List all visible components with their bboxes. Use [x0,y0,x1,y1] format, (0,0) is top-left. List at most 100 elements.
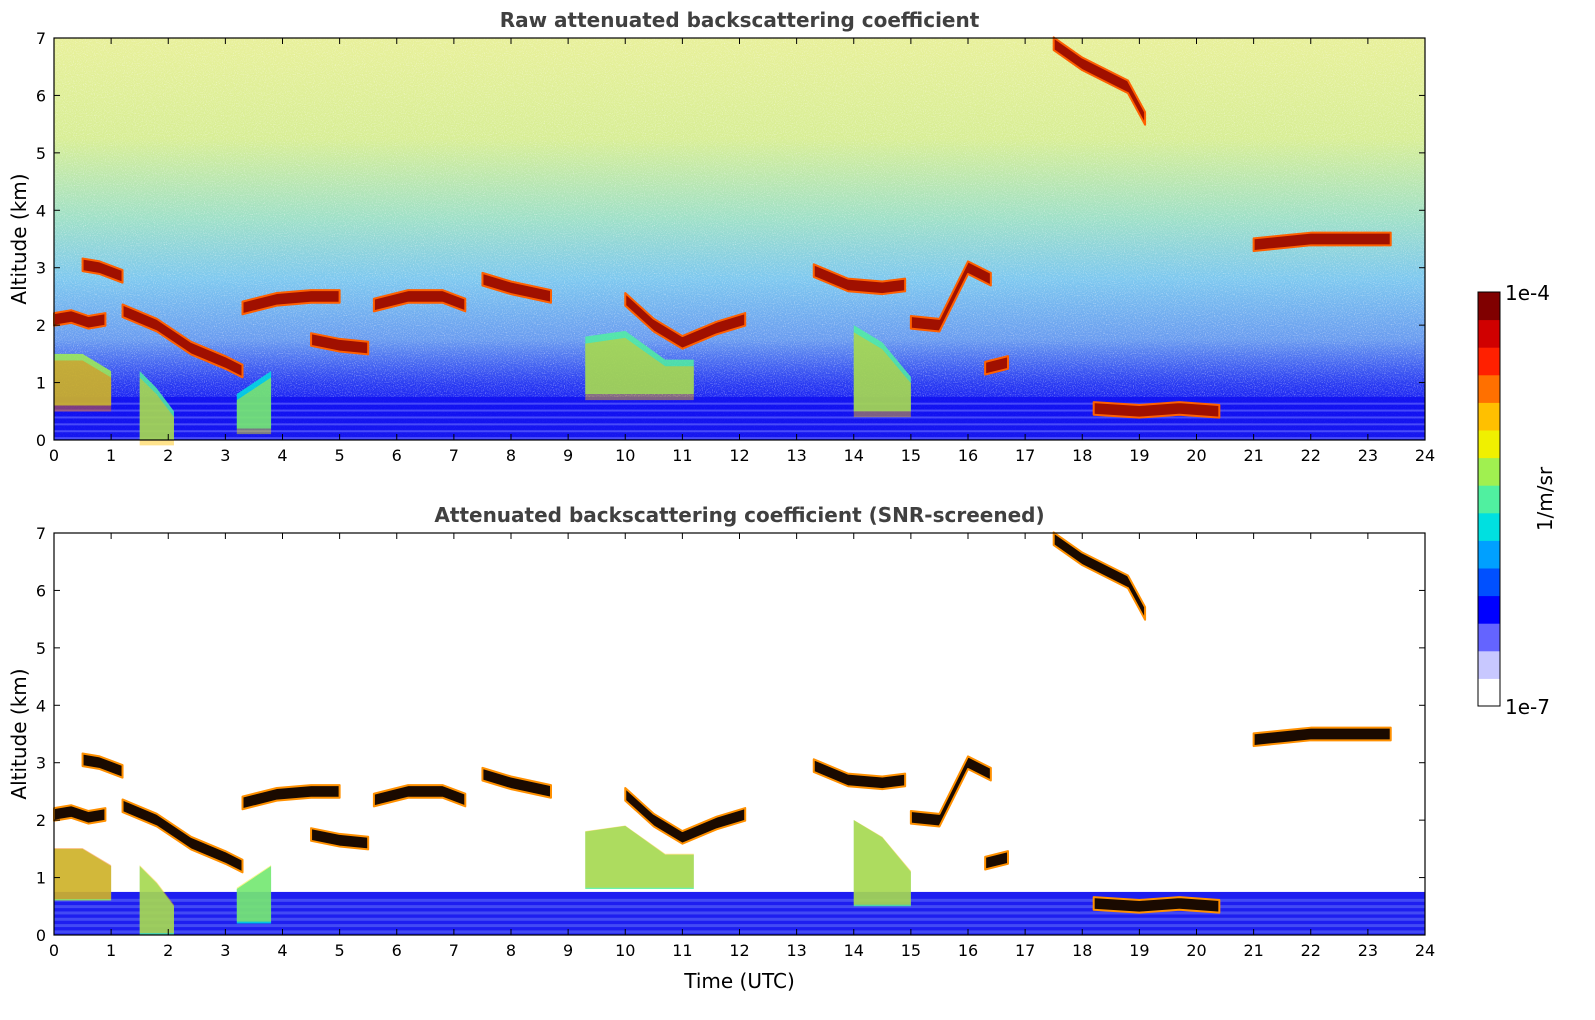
x-tick-label: 22 [1301,941,1321,960]
cloud-layer-3 [121,303,244,379]
x-tick-label: 16 [958,446,978,465]
x-tick-label: 8 [506,941,516,960]
x-tick-label: 7 [449,446,459,465]
aerosol-plume-1-core [54,848,112,900]
screened-field [54,533,1425,935]
cloud-layer-11 [984,355,1009,376]
x-tick-label: 1 [106,941,116,960]
cloud-layer-4 [241,289,341,316]
colorbar-step [1478,540,1500,569]
colorbar-step [1478,402,1500,431]
cloud-layer-9 [812,758,907,791]
aerosol-plume-1-core [54,360,112,412]
cloud-layer-3 [121,798,244,874]
x-tick-label: 11 [672,941,692,960]
y-tick-label: 0 [36,926,46,945]
colorbar-scale [1477,291,1501,707]
y-tick-label: 2 [36,811,46,830]
x-tick-label: 18 [1072,941,1092,960]
colorbar-min-label: 1e-7 [1505,695,1550,719]
aerosol-plume-1 [54,848,112,901]
x-tick-label: 13 [786,941,806,960]
x-tick-label: 24 [1415,941,1435,960]
aerosol-plume-1 [54,353,112,406]
colorbar-step [1478,568,1500,597]
aerosol-plume-4-core [585,337,694,401]
cloud-layer-13 [1092,896,1221,914]
cloud-layer-8 [624,786,747,845]
x-tick-label: 21 [1243,941,1263,960]
aerosol-plume-3 [236,371,272,429]
y-tick-label: 4 [36,201,46,220]
x-tick-label: 22 [1301,446,1321,465]
y-tick-label: 3 [36,259,46,278]
x-tick-label: 15 [901,941,921,960]
colorbar-step [1478,512,1500,541]
screened-backscatter-panel: Attenuated backscattering coefficient (S… [7,503,1435,993]
colorbar-step [1478,678,1500,707]
cloud-layer-14 [1252,726,1392,748]
y-tick-label: 3 [36,754,46,773]
boundary-layer-stripe [54,430,1425,433]
colorbar: 1e-4 1e-7 1/m/sr [1477,281,1557,719]
raw-panel-title: Raw attenuated backscattering coefficien… [500,8,980,32]
x-tick-label: 0 [49,446,59,465]
raw-background-noise [54,38,1425,440]
x-tick-label: 14 [844,941,864,960]
y-tick-label: 1 [36,869,46,888]
boundary-layer-stripe [54,423,1425,426]
aerosol-plume-4-core [585,825,694,888]
x-tick-label: 5 [335,446,345,465]
cloud-layer-8 [624,291,747,350]
cloud-layer-9 [812,263,907,296]
colorbar-step [1478,430,1500,459]
x-tick-label: 12 [729,446,749,465]
y-tick-label: 0 [36,431,46,450]
raw-features [53,36,1392,446]
raw-axes: 0 1 2 3 4 5 6 7 8 9 10 11 12 13 14 15 16 17 18 19 20 21 22 23 24… [36,29,1435,465]
x-tick-label: 9 [563,941,573,960]
raw-y-axis-label: Altitude (km) [7,173,31,304]
screened-panel-title: Attenuated backscattering coefficient (S… [434,503,1044,527]
x-tick-label: 23 [1358,446,1378,465]
colorbar-step [1478,319,1500,348]
colorbar-frame [1477,291,1501,707]
x-tick-label: 18 [1072,446,1092,465]
cloud-layer-6 [372,289,467,313]
cloud-layer-4 [241,784,341,811]
cloud-layer-11 [984,850,1009,871]
x-tick-label: 12 [729,941,749,960]
aerosol-plume-5-core [853,819,911,905]
y-tick-label: 2 [36,316,46,335]
aerosol-plume-4 [585,825,694,890]
x-tick-label: 14 [844,446,864,465]
y-tick-label: 1 [36,374,46,393]
x-tick-label: 7 [449,941,459,960]
time-axis-label: Time (UTC) [683,969,795,993]
x-tick-label: 8 [506,446,516,465]
x-tick-label: 20 [1186,941,1206,960]
boundary-layer-stripe [54,402,1425,405]
x-tick-label: 4 [277,941,287,960]
x-tick-label: 3 [220,941,230,960]
colorbar-max-label: 1e-4 [1505,281,1550,305]
aerosol-plume-2-core [139,865,174,933]
x-tick-label: 10 [615,941,635,960]
cloud-layer-12 [1052,36,1147,126]
x-tick-label: 13 [786,446,806,465]
colorbar-unit-label: 1/m/sr [1533,466,1557,531]
y-tick-label: 5 [36,639,46,658]
screened-y-axis-label: Altitude (km) [7,668,31,799]
cloud-layer-14 [1252,231,1392,253]
y-tick-label: 6 [36,86,46,105]
aerosol-plume-3 [236,866,272,924]
screened-features [53,531,1392,935]
aerosol-plume-5 [853,325,911,412]
colorbar-step [1478,485,1500,514]
cloud-layer-2 [81,257,124,284]
x-tick-label: 19 [1129,941,1149,960]
x-tick-label: 20 [1186,446,1206,465]
x-tick-label: 1 [106,446,116,465]
x-tick-label: 2 [163,941,173,960]
